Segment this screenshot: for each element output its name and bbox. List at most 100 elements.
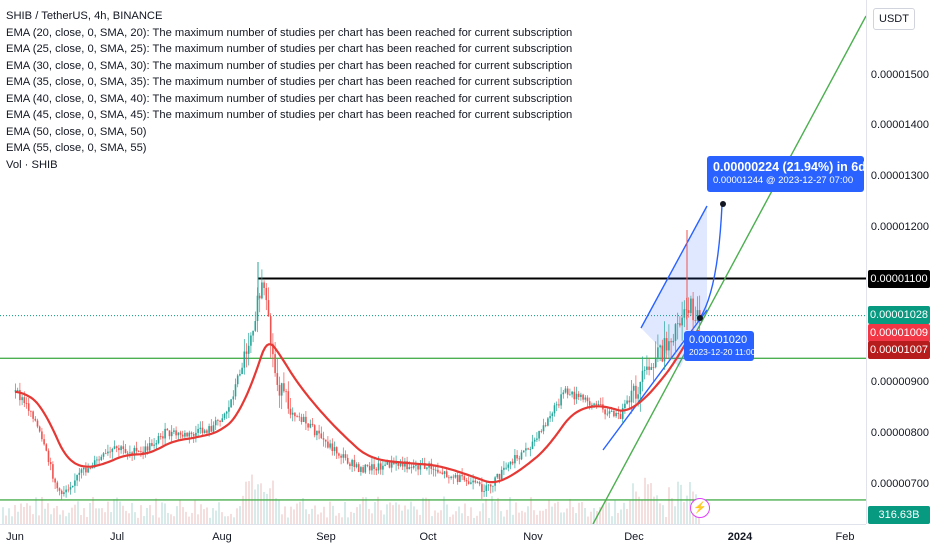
volume-tag: 316.63B [868,506,930,524]
volume-bar [389,502,391,524]
volume-bar [467,515,469,524]
candle-body [412,465,415,468]
volume-bar [305,509,307,524]
candle-body [434,469,437,471]
candle-body [610,410,613,412]
volume-bar [584,508,586,524]
candle-body [38,426,41,432]
volume-bar [452,514,454,524]
candle-body [137,451,140,453]
volume-bar [473,517,475,524]
candle-body [426,467,428,469]
legend-study-ema30[interactable]: EMA (30, close, 0, SMA, 30): The maximum… [6,59,573,72]
channel-upper-line [640,205,708,329]
candle-body [355,464,358,468]
volume-bar [293,509,295,524]
candle-body [208,426,210,433]
lightning-icon[interactable]: ⚡ [690,498,710,518]
volume-bar [458,506,460,524]
legend-title[interactable]: SHIB / TetherUS, 4h, BINANCE [6,10,163,22]
candle-body [663,338,666,362]
price-axis[interactable]: USDT 0.00001500 0.00001400 0.00001300 0.… [866,0,932,524]
chart-canvas[interactable] [0,0,866,524]
candle-body [584,397,587,400]
volume-bar [362,497,364,524]
legend-study-ema55[interactable]: EMA (55, close, 0, SMA, 55) [6,142,147,154]
candle-body [533,439,536,442]
volume-bar [200,504,202,524]
volume-bar [146,507,148,524]
entry-callout[interactable]: 0.00001020 2023-12-20 11:00 [684,331,755,361]
candle-body [223,413,226,419]
candle-body [126,452,129,454]
candle-body [85,467,87,473]
legend-study-ema45[interactable]: EMA (45, close, 0, SMA, 45): The maximum… [6,109,573,121]
volume-bar [167,512,169,524]
candle-body [643,369,646,371]
time-tick-dec: Dec [624,531,644,543]
volume-bar [131,502,133,524]
candle-body [474,480,477,483]
candle-body [597,404,600,406]
projection-arrow [699,204,723,319]
candle-body [401,463,404,467]
candle-body [621,408,624,419]
candle-body [641,370,644,382]
candle-body [580,394,582,397]
volume-bar [113,499,115,524]
legend-study-ema40[interactable]: EMA (40, close, 0, SMA, 40): The maximum… [6,92,573,105]
price-tick: 0.00000800 [870,427,929,439]
candle-body [331,443,334,452]
volume-bar [41,496,43,524]
legend-study-ema20[interactable]: EMA (20, close, 0, SMA, 20): The maximum… [6,26,573,39]
volume-bar [254,489,256,524]
candle-body [668,341,670,351]
candle-body [294,412,296,417]
volume-bar [203,509,205,524]
candle-body [459,475,461,482]
price-tick: 0.00001500 [870,69,929,81]
candle-body [175,430,177,436]
volume-bar [134,512,136,524]
volume-bar [269,488,271,524]
candle-body [219,420,221,422]
candle-body [540,431,543,432]
volume-bar [92,496,94,524]
volume-bar [611,516,613,524]
candle-body [135,447,138,452]
candle-body [604,409,606,415]
candle-body [349,463,351,467]
legend-study-ema25[interactable]: EMA (25, close, 0, SMA, 25): The maximum… [6,43,573,55]
candle-body [366,464,369,466]
candle-body [113,446,116,449]
candle-body [190,432,193,435]
volume-bar [260,483,262,524]
volume-bar [17,511,19,524]
volume-bar [266,493,268,524]
currency-button[interactable]: USDT [873,8,915,30]
candle-body [100,456,103,461]
volume-bar [302,498,304,524]
candle-body [487,484,490,486]
volume-bar [485,498,487,524]
volume-bar [539,510,541,524]
volume-bar [548,500,550,524]
legend-study-ema50[interactable]: EMA (50, close, 0, SMA, 50) [6,125,147,138]
candle-body [151,443,153,446]
price-tick: 0.00001400 [870,119,929,131]
volume-bar [500,511,502,524]
candle-body [679,323,681,326]
candle-body [639,381,642,395]
candle-body [595,403,598,406]
time-axis[interactable]: Jun Jul Aug Sep Oct Nov Dec 2024 Feb [0,524,866,551]
volume-bar [122,505,124,524]
volume-bar [674,506,676,524]
legend-study-volume[interactable]: Vol · SHIB [6,158,58,171]
volume-bar [140,505,142,524]
chart-plot[interactable] [0,0,866,524]
legend-study-ema35[interactable]: EMA (35, close, 0, SMA, 35): The maximum… [6,76,573,88]
projection-callout[interactable]: 0.00000224 (21.94%) in 6d 20h 0.00001244… [707,156,891,192]
candle-body [520,452,523,460]
volume-bar [659,503,661,524]
candle-body [192,434,195,436]
